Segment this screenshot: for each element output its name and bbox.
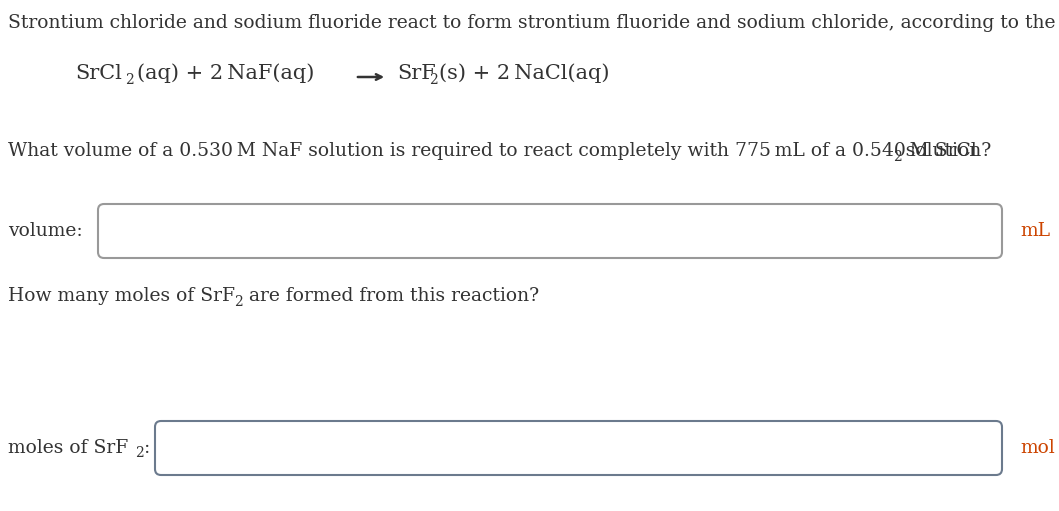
Text: (aq) + 2 NaF(aq): (aq) + 2 NaF(aq) [137, 63, 315, 83]
Text: solution?: solution? [902, 142, 991, 160]
Text: 2: 2 [134, 446, 144, 460]
Text: 2: 2 [893, 150, 902, 164]
Text: volume:: volume: [8, 222, 83, 240]
Text: Strontium chloride and sodium fluoride react to form strontium fluoride and sodi: Strontium chloride and sodium fluoride r… [8, 14, 1059, 32]
Text: SrCl: SrCl [75, 64, 122, 83]
Text: are formed from this reaction?: are formed from this reaction? [243, 287, 539, 305]
Text: 2: 2 [429, 73, 437, 87]
Text: (s) + 2 NaCl(aq): (s) + 2 NaCl(aq) [439, 63, 610, 83]
Text: SrF: SrF [397, 64, 435, 83]
FancyBboxPatch shape [155, 421, 1002, 475]
Text: How many moles of SrF: How many moles of SrF [8, 287, 235, 305]
Text: mol: mol [1020, 439, 1055, 457]
Text: moles of SrF: moles of SrF [8, 439, 128, 457]
Text: mL: mL [1020, 222, 1051, 240]
Text: 2: 2 [234, 295, 243, 309]
Text: 2: 2 [125, 73, 133, 87]
Text: :: : [144, 439, 150, 457]
Text: What volume of a 0.530 M NaF solution is required to react completely with 775 m: What volume of a 0.530 M NaF solution is… [8, 142, 976, 160]
FancyBboxPatch shape [98, 204, 1002, 258]
